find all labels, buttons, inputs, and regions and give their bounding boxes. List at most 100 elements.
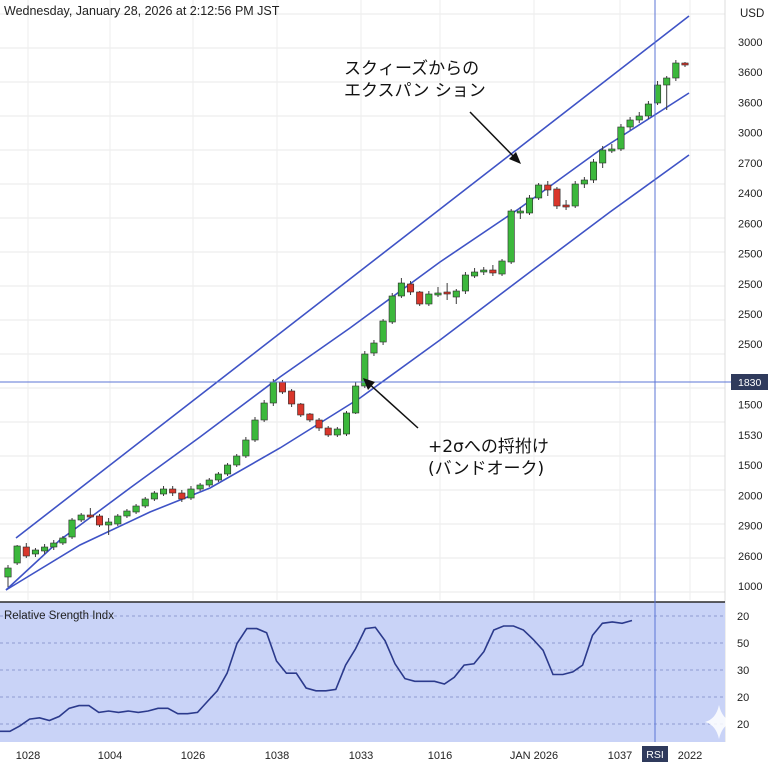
- rsi-y-tick-label: 20: [737, 719, 749, 731]
- candle: [306, 413, 314, 422]
- candle: [452, 289, 460, 304]
- candle-body: [516, 210, 524, 214]
- candle: [416, 291, 424, 306]
- candle-body: [288, 390, 296, 405]
- candle-body: [68, 519, 76, 538]
- sparkle-icon: [705, 705, 733, 739]
- band-middle: [5, 92, 690, 591]
- candle-body: [114, 515, 122, 525]
- candle: [544, 181, 552, 196]
- candle: [672, 60, 680, 81]
- candle: [379, 319, 387, 345]
- candle: [269, 379, 277, 406]
- candle-body: [498, 260, 506, 275]
- x-tick-label: 1028: [16, 750, 40, 762]
- candle: [617, 124, 625, 151]
- candle: [352, 382, 360, 414]
- arrow-expansion-head: [509, 152, 521, 164]
- candle-body: [123, 510, 131, 517]
- candle: [498, 259, 506, 276]
- candle-body: [77, 514, 85, 521]
- timestamp: Wednesday, January 28, 2026 at 2:12:56 P…: [4, 4, 280, 18]
- rsi-series-line: [0, 619, 633, 733]
- candle: [22, 543, 30, 558]
- candle-body: [425, 293, 433, 305]
- candle-body: [571, 183, 579, 207]
- candle: [571, 181, 579, 208]
- candle-body: [22, 546, 30, 557]
- y-tick-label: 3000: [738, 37, 762, 49]
- candle-body: [260, 402, 268, 421]
- arrow-expansion: [469, 111, 520, 163]
- candle: [599, 146, 607, 168]
- y-tick-label: 2400: [738, 188, 762, 200]
- candle-body: [626, 119, 634, 128]
- candle: [644, 101, 652, 119]
- arrow-bandwalk: [365, 380, 419, 429]
- arrow-bandwalk-head: [363, 378, 375, 390]
- candle-body: [617, 126, 625, 150]
- candle-body: [452, 290, 460, 298]
- x-axis: 1028 1004 1026 1038 1033 1016 JAN 2026 1037 RSI 2…: [16, 746, 702, 762]
- x-tick-label: 1016: [428, 750, 452, 762]
- candle: [489, 265, 497, 276]
- x-tick-label: 1033: [349, 750, 373, 762]
- y-tick-label: 2900: [738, 521, 762, 533]
- candle: [160, 486, 168, 496]
- crosshair-x-box: [642, 746, 668, 762]
- rsi-y-tick-label: 20: [737, 611, 749, 623]
- candle-body: [434, 292, 442, 296]
- candle-body: [333, 428, 341, 436]
- candle: [654, 81, 662, 105]
- candle: [41, 544, 49, 554]
- y-tick-label: 1500: [738, 400, 762, 412]
- candle-body: [635, 115, 643, 121]
- rsi-title: Relative Srength Indx: [4, 610, 114, 622]
- candle-body: [672, 62, 680, 79]
- candle-body: [663, 77, 671, 86]
- crosshair-price-box: [731, 374, 768, 390]
- annotation-expansion-line2: エクスパン ション: [344, 81, 486, 101]
- candle-body: [324, 427, 332, 436]
- rsi-panel-background: [0, 602, 725, 742]
- candle: [580, 177, 588, 188]
- y-tick-label: 3000: [738, 128, 762, 140]
- candle-body: [471, 271, 479, 277]
- rsi-line: Relative Srength Indx: [0, 610, 633, 733]
- candle: [178, 490, 186, 502]
- candle-body: [562, 204, 570, 208]
- candle-body: [50, 542, 58, 548]
- candle-body: [214, 473, 222, 481]
- candle: [59, 536, 67, 545]
- annotation-bandwalk-line1: +2σへの捋拊け: [428, 437, 549, 457]
- candle: [397, 278, 405, 298]
- candle: [260, 400, 268, 422]
- candle: [68, 518, 76, 539]
- candle-body: [461, 274, 469, 292]
- candle-body: [553, 188, 561, 207]
- candle-body: [242, 439, 250, 457]
- annotation-arrows: [363, 111, 521, 429]
- candle-body: [187, 488, 195, 499]
- candle-body: [224, 464, 232, 475]
- candle: [553, 187, 561, 209]
- candle: [535, 183, 543, 200]
- candle: [214, 472, 222, 482]
- y-tick-label: 2700: [738, 158, 762, 170]
- candle-body: [141, 498, 149, 507]
- candles: [4, 60, 689, 587]
- candle: [13, 545, 21, 565]
- candle-body: [370, 342, 378, 354]
- candle-body: [535, 184, 543, 199]
- candle: [324, 426, 332, 437]
- candle-body: [644, 103, 652, 117]
- candle-body: [4, 567, 12, 578]
- candle-body: [59, 537, 67, 544]
- candle: [635, 112, 643, 123]
- candle-body: [407, 283, 415, 293]
- candle-body: [269, 381, 277, 404]
- candle-body: [41, 546, 49, 552]
- candle-body: [132, 505, 140, 513]
- candle: [242, 437, 250, 458]
